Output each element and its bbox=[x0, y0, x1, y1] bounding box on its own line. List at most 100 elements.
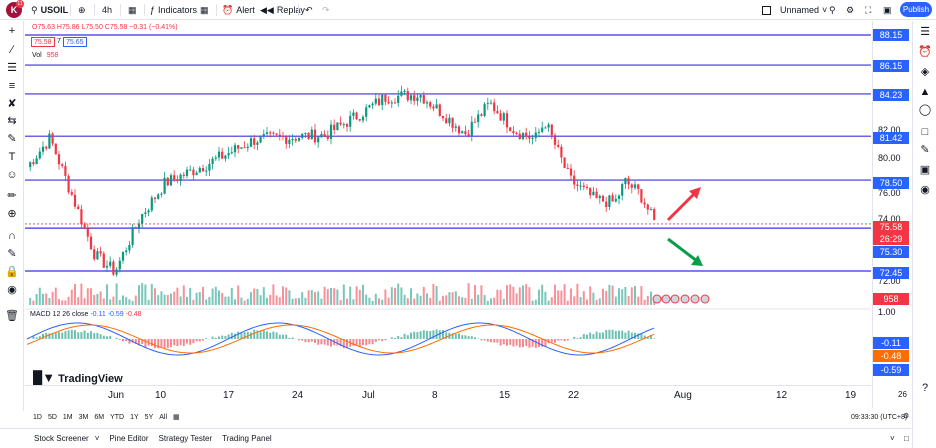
chat-icon[interactable]: □ bbox=[921, 126, 929, 138]
range-5d[interactable]: 5D bbox=[47, 413, 57, 421]
lock-draw-icon[interactable]: ✎ bbox=[7, 248, 17, 260]
tab-trading-panel[interactable]: Trading Panel bbox=[222, 434, 272, 443]
fullscreen-button[interactable]: ⛶ bbox=[865, 3, 871, 17]
templates-button[interactable]: ▦ bbox=[200, 3, 209, 17]
chart-type-button[interactable]: ▦ bbox=[128, 3, 137, 17]
volume-bar bbox=[640, 286, 643, 305]
replay-button[interactable]: ◀◀ Replay bbox=[260, 3, 305, 17]
macd-histogram-bar bbox=[125, 339, 128, 342]
fullscreen-icon: ⛶ bbox=[865, 4, 872, 15]
volume-bar bbox=[499, 290, 502, 305]
macd-histogram-bar bbox=[509, 339, 512, 345]
macd-histogram-bar bbox=[170, 339, 172, 348]
chevron-down-icon[interactable]: ˅ bbox=[94, 434, 100, 443]
snapshot-button[interactable]: ▣ bbox=[883, 3, 892, 17]
fib-icon[interactable]: ≡ bbox=[8, 80, 16, 92]
volume-bar bbox=[202, 286, 204, 305]
volume-bar bbox=[634, 286, 636, 305]
range-all[interactable]: All bbox=[159, 413, 168, 421]
volume-bar bbox=[342, 284, 345, 305]
time-axis[interactable] bbox=[25, 385, 871, 407]
trend-line-icon[interactable]: ∕ bbox=[11, 44, 13, 56]
price-chart[interactable] bbox=[25, 21, 871, 408]
collapse-icon[interactable]: ˅ bbox=[890, 434, 895, 443]
eye-icon[interactable]: ◉ bbox=[7, 284, 17, 296]
interval-button[interactable]: 4h bbox=[102, 5, 113, 15]
signal-icon[interactable]: ◉ bbox=[920, 184, 930, 196]
maximize-icon[interactable]: □ bbox=[904, 434, 909, 443]
volume-bar bbox=[131, 300, 134, 305]
volume-bar bbox=[534, 299, 537, 305]
event-flag-icon bbox=[670, 294, 680, 304]
tab-strategy-tester[interactable]: Strategy Tester bbox=[158, 434, 213, 443]
layers-icon[interactable]: ◈ bbox=[920, 66, 930, 78]
indicators-button[interactable]: ƒ Indicators bbox=[150, 3, 197, 17]
pattern-icon[interactable]: ✘ bbox=[7, 98, 17, 110]
compare-button[interactable]: ⊕ bbox=[78, 3, 86, 17]
volume-bar bbox=[259, 295, 262, 305]
volume-bar bbox=[618, 288, 620, 305]
alert-button[interactable]: ⏰ Alert bbox=[222, 3, 255, 17]
volume-bar bbox=[301, 292, 304, 305]
range-1d[interactable]: 1D bbox=[33, 413, 42, 421]
alerts-icon[interactable]: ⏰ bbox=[918, 46, 932, 58]
news-icon[interactable]: ✎ bbox=[920, 144, 930, 156]
macd-histogram-bar bbox=[291, 337, 294, 339]
redo-button[interactable]: ↷ bbox=[322, 3, 330, 17]
range-3m[interactable]: 3M bbox=[78, 413, 89, 421]
range-1m[interactable]: 1M bbox=[62, 413, 73, 421]
macd-histogram-bar bbox=[394, 337, 396, 339]
volume-bar bbox=[77, 297, 80, 305]
chart-options-icon[interactable]: ⚙ bbox=[903, 413, 910, 420]
range-ytd[interactable]: YTD bbox=[110, 413, 125, 421]
calendar-icon[interactable]: ▣ bbox=[919, 164, 931, 176]
tab-pine-editor[interactable]: Pine Editor bbox=[109, 434, 149, 443]
measure-icon[interactable]: ⇆ bbox=[7, 115, 17, 127]
ruler-icon[interactable]: ✏ bbox=[7, 190, 17, 202]
volume-bar bbox=[413, 298, 416, 305]
macd-histogram-bar bbox=[384, 339, 387, 341]
replay-icon: ◀◀ bbox=[260, 4, 274, 15]
undo-button[interactable]: ↶ bbox=[305, 3, 313, 17]
candle-body bbox=[237, 145, 240, 149]
trash-icon[interactable]: 🗑 bbox=[5, 310, 19, 322]
range-6m[interactable]: 6M bbox=[94, 413, 105, 421]
bid-box[interactable]: 75.58 bbox=[31, 37, 55, 47]
candle-body bbox=[573, 175, 576, 185]
magnet-icon[interactable]: ∩ bbox=[8, 230, 16, 242]
range-5y[interactable]: 5Y bbox=[144, 413, 154, 421]
volume-bar bbox=[323, 286, 326, 305]
macd-histogram-bar bbox=[301, 339, 304, 341]
text-icon[interactable]: T bbox=[8, 151, 16, 163]
layout-button[interactable]: Unnamed ˅ bbox=[762, 3, 827, 17]
clock[interactable]: 09:33:30 (UTC+8) bbox=[851, 413, 908, 421]
range-1y[interactable]: 1Y bbox=[130, 413, 139, 421]
volume-bar bbox=[48, 298, 51, 305]
lightbulb-icon[interactable]: ◯ bbox=[918, 104, 932, 116]
hotlist-icon[interactable]: ▲ bbox=[919, 86, 931, 98]
price-axis[interactable] bbox=[872, 21, 912, 408]
quick-search-button[interactable]: ⚲ bbox=[829, 3, 836, 17]
candle-body bbox=[51, 133, 54, 144]
macd-histogram-bar bbox=[83, 330, 86, 339]
date-range-icon[interactable]: ▦ bbox=[173, 414, 180, 421]
watchlist-icon[interactable]: ☰ bbox=[920, 26, 930, 38]
symbol-search[interactable]: ⚲ USOIL bbox=[31, 3, 68, 17]
tab-stock-screener[interactable]: Stock Screener bbox=[34, 434, 89, 443]
plus-circle-icon: ⊕ bbox=[78, 4, 86, 15]
candle-body bbox=[35, 158, 38, 165]
settings-button[interactable]: ⚙ bbox=[846, 3, 854, 17]
volume-bar bbox=[326, 289, 329, 305]
volume-bar bbox=[74, 283, 76, 305]
zoom-icon[interactable]: ⊕ bbox=[7, 208, 17, 220]
ask-box[interactable]: 75.65 bbox=[63, 37, 87, 47]
macd-hist-value: -0.48 bbox=[125, 311, 142, 318]
lock-icon[interactable]: 🔒 bbox=[5, 266, 19, 278]
horizontal-lines-icon[interactable]: ☰ bbox=[7, 62, 17, 74]
macd-histogram-bar bbox=[474, 337, 476, 339]
help-icon[interactable]: ? bbox=[921, 382, 929, 394]
crosshair-icon[interactable]: + bbox=[8, 25, 16, 37]
brush-icon[interactable]: ✎ bbox=[7, 133, 17, 145]
emoji-icon[interactable]: ☺ bbox=[6, 169, 18, 181]
publish-button[interactable]: Publish bbox=[900, 2, 932, 17]
